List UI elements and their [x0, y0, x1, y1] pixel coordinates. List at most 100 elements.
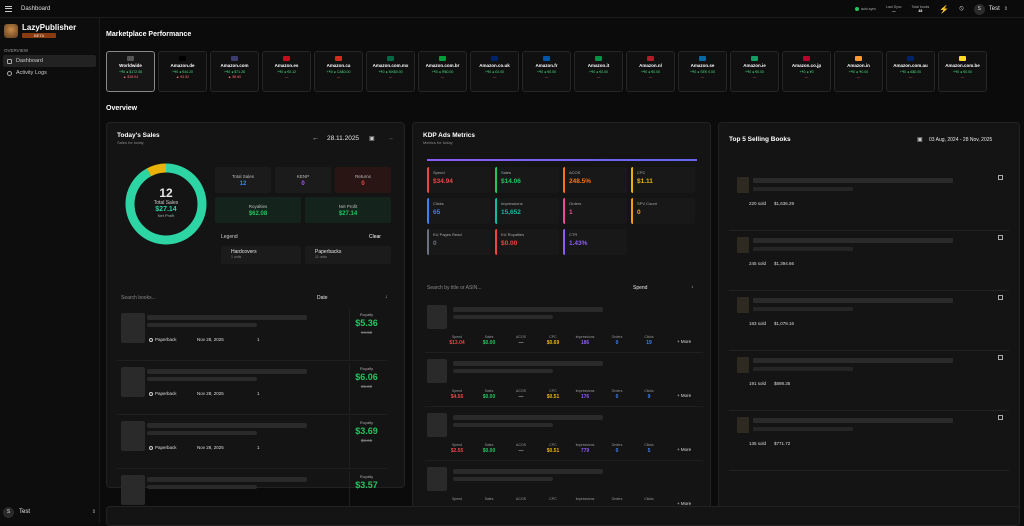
more-button[interactable]: + More: [677, 393, 692, 398]
books-search-input[interactable]: Search books...: [121, 295, 156, 301]
marketplace-name: Amazon.com.au: [893, 63, 928, 68]
sidebar-user[interactable]: S Test ⇕: [3, 505, 96, 519]
marketplace-change: —: [388, 75, 393, 79]
ad-cell-orders: Orders 0: [611, 389, 623, 400]
marketplace-card[interactable]: Amazon.it +₹0 ● €0.00—: [574, 51, 623, 92]
book-subtitle: [147, 323, 257, 327]
book-title: [453, 361, 603, 366]
eye-off-icon[interactable]: ⦸: [959, 5, 964, 12]
ad-cell-cpc: CPC $0.69: [546, 335, 560, 346]
top-book-row[interactable]: 220 sold $1,636.29: [729, 171, 1009, 231]
book-cover: [121, 367, 145, 397]
menu-icon[interactable]: [5, 3, 17, 15]
marketplace-card[interactable]: Amazon.com.au +₹0 ● A$0.00—: [886, 51, 935, 92]
ad-cell-impressions: Impressions 176: [575, 389, 595, 400]
ads-search-input[interactable]: Search by title or ASIN...: [427, 285, 482, 291]
ad-cell-spend: Spend $2.55: [450, 443, 464, 454]
marketplace-card[interactable]: Amazon.com.mx +₹0 ● MX$0.00—: [366, 51, 415, 92]
ads-sort-select[interactable]: Spend: [633, 285, 648, 291]
sidebar-item-dashboard[interactable]: Dashboard: [3, 55, 96, 67]
top-bar: Dashboard auto-sync Last Sync — Total boo…: [0, 0, 1024, 18]
sidebar-item-activity-logs[interactable]: Activity Logs: [3, 67, 96, 79]
table-row[interactable]: Paperback Nov 28, 2025 1 Royalty $6.06 €5.22: [117, 363, 387, 415]
marketplace-card[interactable]: Amazon.se +₹0 ● SEK 0.00—: [678, 51, 727, 92]
book-title: [753, 238, 953, 243]
more-button[interactable]: + More: [677, 501, 692, 506]
marketplace-change: —: [440, 75, 445, 79]
more-button[interactable]: + More: [677, 339, 692, 344]
ad-cell-impressions: Impressions: [575, 497, 595, 501]
marketplace-card[interactable]: Amazon.co.jp +₹0 ● ¥0—: [782, 51, 831, 92]
royalty-cell: Royalty $6.06 €5.22: [349, 363, 383, 415]
top-book-row[interactable]: 245 sold $1,394.66: [729, 231, 1009, 291]
legend-hardcovers[interactable]: Hardcovers 1 units: [221, 246, 301, 264]
user-menu[interactable]: S Test ⇕: [973, 3, 1008, 15]
activity-icon[interactable]: ⚡: [939, 4, 950, 14]
calendar-icon[interactable]: ▣: [917, 137, 923, 143]
marketplace-card[interactable]: Amazon.com.br +₹0 ● R$0.00—: [418, 51, 467, 92]
top-book-row[interactable]: 135 sold $771.72: [729, 411, 1009, 471]
book-subtitle: [453, 369, 553, 373]
external-link-icon[interactable]: [998, 415, 1003, 420]
book-title: [147, 477, 307, 482]
clear-legend-button[interactable]: Clear: [369, 234, 381, 240]
app-logo[interactable]: LazyPublisher BETA: [0, 18, 99, 44]
panel-subtitle: Sales for today: [117, 140, 144, 145]
external-link-icon[interactable]: [998, 295, 1003, 300]
book-subtitle: [147, 431, 257, 435]
top-book-row[interactable]: 191 sold $898.35: [729, 351, 1009, 411]
date-display[interactable]: 28.11.2025: [327, 135, 360, 142]
marketplace-card[interactable]: Amazon.de +₹0 ● €44.20 ▲ €4.52: [158, 51, 207, 92]
top-book-row[interactable]: 183 sold $1,078.16: [729, 291, 1009, 351]
dashboard-icon: [7, 58, 12, 64]
external-link-icon[interactable]: [998, 355, 1003, 360]
marketplace-card[interactable]: Amazon.com.be +₹0 ● €0.00—: [938, 51, 987, 92]
royalty-cell: Royalty $3.69 $3.69: [349, 417, 383, 469]
table-row[interactable]: Spend $2.55 Sales $0.00 ACOS — CPC $0.51 Impress…: [425, 409, 703, 461]
external-link-icon[interactable]: [998, 235, 1003, 240]
sort-select[interactable]: Date: [317, 295, 328, 301]
metric-acos: ACOS 248.5%: [563, 167, 627, 193]
flag-icon: [491, 56, 498, 61]
format-badge: Paperback: [149, 391, 177, 396]
prev-day-button[interactable]: ←: [312, 135, 319, 142]
ad-cell-acos: ACOS —: [516, 443, 526, 454]
marketplace-card[interactable]: Amazon.nl +₹0 ● €0.00—: [626, 51, 675, 92]
marketplace-card[interactable]: Amazon.fr +₹0 ● €0.00—: [522, 51, 571, 92]
metric-sales: Sales $14.06: [495, 167, 559, 193]
overview-title: Overview: [106, 105, 138, 112]
sale-date: Nov 28, 2025: [197, 391, 224, 396]
legend-paperbacks[interactable]: Paperbacks 11 units: [305, 246, 391, 264]
sort-direction-icon[interactable]: ↓: [385, 294, 388, 300]
next-day-button[interactable]: →: [387, 135, 394, 142]
marketplace-card[interactable]: Amazon.in +₹0 ● ₹0.00—: [834, 51, 883, 92]
calendar-icon[interactable]: ▣: [369, 136, 375, 142]
ring-center: 12 Total Sales $27.14 Net Profit: [123, 186, 209, 218]
marketplace-card[interactable]: Amazon.com +₹0 ● $71.28 ▲ $9.60: [210, 51, 259, 92]
chevron-updown-icon: ⇕: [1003, 6, 1008, 12]
date-range[interactable]: 03 Aug, 2024 - 28 Nov, 2025: [929, 137, 993, 143]
marketplace-value: +₹0 ● ₹0.00: [848, 70, 869, 74]
auto-sync-indicator[interactable]: auto-sync: [854, 7, 876, 11]
table-row[interactable]: Spend $4.56 Sales $0.00 ACOS — CPC $0.51 Impress…: [425, 355, 703, 407]
ad-cell-spend: Spend $13.04: [449, 335, 465, 346]
marketplace-card[interactable]: Amazon.ie +₹0 ● €0.00—: [730, 51, 779, 92]
marketplace-card[interactable]: Amazon.ca +₹0 ● CA$0.00—: [314, 51, 363, 92]
table-row[interactable]: Paperback Nov 28, 2025 1 Royalty $5.36 €4.62: [117, 309, 387, 361]
table-row[interactable]: Spend $13.04 Sales $0.00 ACOS — CPC $0.69 Impres…: [425, 301, 703, 353]
ad-cell-sales: Sales $0.00: [482, 335, 496, 346]
sort-direction-icon[interactable]: ↓: [691, 284, 694, 290]
table-row[interactable]: Paperback Nov 28, 2025 1 Royalty $3.69 $3.69: [117, 417, 387, 469]
marketplace-name: Amazon.de: [170, 63, 195, 68]
marketplace-name: Amazon.in: [847, 63, 870, 68]
marketplace-card[interactable]: Worldwide +₹0 ● $172.08 ▲ $18.94: [106, 51, 155, 92]
marketplace-card[interactable]: Amazon.es +₹0 ● €0.12—: [262, 51, 311, 92]
sale-date: Nov 28, 2025: [197, 337, 224, 342]
app-title: LazyPublisher: [22, 23, 77, 32]
book-title: [453, 415, 603, 420]
external-link-icon[interactable]: [998, 175, 1003, 180]
marketplace-card[interactable]: Amazon.co.uk +₹0 ● £0.00—: [470, 51, 519, 92]
marketplace-name: Amazon.nl: [639, 63, 662, 68]
book-title: [147, 423, 307, 428]
more-button[interactable]: + More: [677, 447, 692, 452]
